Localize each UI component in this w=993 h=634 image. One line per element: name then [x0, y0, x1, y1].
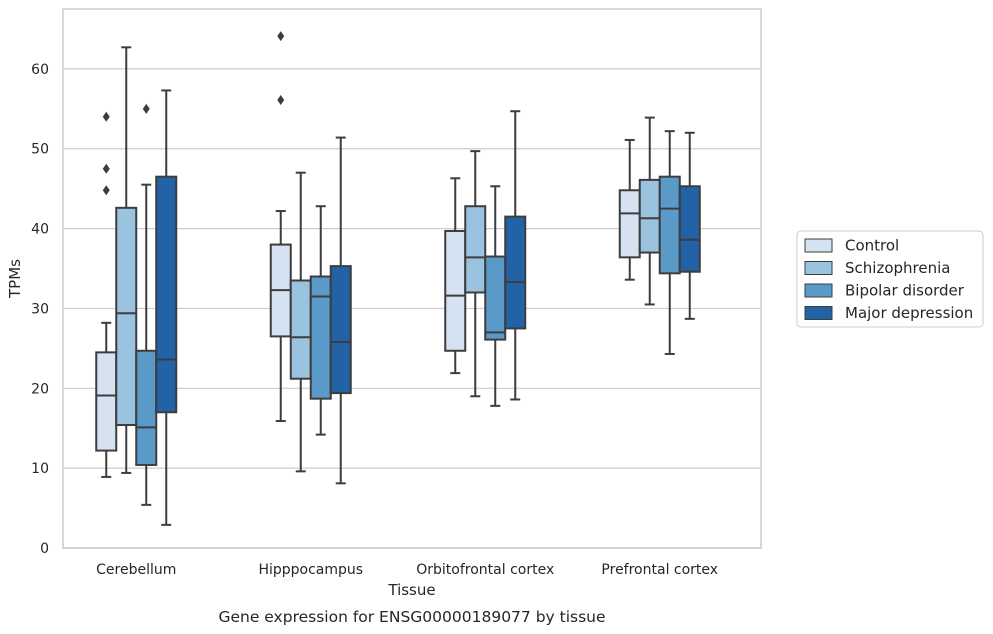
box-bipolar-disorder [135, 103, 158, 506]
box-control [618, 138, 641, 281]
y-tick-label: 60 [31, 62, 49, 78]
iqr-box [289, 279, 312, 380]
legend-swatch [804, 306, 833, 320]
box-control [444, 177, 467, 375]
box-schizophrenia [464, 150, 487, 398]
box-schizophrenia [115, 46, 138, 474]
box-major-depression [504, 110, 527, 401]
iqr-box [618, 189, 641, 259]
iqr-box [115, 206, 138, 427]
iqr-box [638, 178, 661, 254]
outlier-point [142, 103, 150, 114]
y-tick-label: 10 [31, 461, 49, 477]
iqr-box [464, 205, 487, 294]
iqr-box [329, 265, 352, 395]
legend-swatch [804, 238, 833, 253]
iqr-box [155, 175, 178, 414]
x-tick-label: Hipppocampus [258, 562, 363, 578]
box-bipolar-disorder [309, 205, 332, 436]
box-schizophrenia [638, 116, 661, 306]
outlier-point [277, 31, 285, 42]
outlier-point [102, 163, 110, 174]
box-control [269, 31, 292, 423]
y-axis-label: TPMs [6, 259, 24, 299]
legend-label: Major depression [845, 304, 973, 322]
y-tick-labels: 0 10 20 30 40 50 60 [31, 62, 49, 557]
outlier-point [102, 111, 110, 122]
legend-label: Bipolar disorder [845, 282, 965, 300]
box-control [95, 111, 118, 478]
legend-label: Control [845, 237, 899, 255]
iqr-box [678, 185, 701, 273]
box-major-depression [678, 131, 701, 320]
iqr-box [309, 275, 332, 400]
chart-caption: Gene expression for ENSG00000189077 by t… [218, 608, 605, 626]
iqr-box [135, 349, 158, 466]
legend-swatch [804, 261, 833, 275]
outlier-point [277, 95, 285, 106]
y-tick-label: 50 [31, 142, 49, 158]
legend-label: Schizophrenia [845, 259, 950, 277]
y-tick-label: 20 [31, 381, 49, 397]
box-major-depression [155, 89, 178, 526]
iqr-box [95, 351, 118, 452]
iqr-box [504, 215, 527, 330]
box-bipolar-disorder [658, 130, 681, 355]
x-tick-label: Orbitofrontal cortex [416, 562, 554, 578]
box-bipolar-disorder [484, 185, 507, 407]
x-axis-label: Tissue [387, 581, 435, 599]
box-schizophrenia [289, 171, 312, 473]
outlier-point [102, 185, 110, 196]
x-tick-label: Cerebellum [96, 562, 176, 578]
plot-frame [62, 8, 762, 549]
y-tick-label: 30 [31, 301, 49, 317]
x-tick-label: Prefrontal cortex [601, 562, 718, 578]
iqr-box [658, 175, 681, 275]
y-tick-label: 40 [31, 222, 49, 238]
legend-frame [796, 230, 984, 328]
x-tick-labels: Cerebellum Hipppocampus Orbitofrontal cort… [96, 562, 718, 578]
box-major-depression [329, 136, 352, 485]
legend: Control Schizophrenia Bipolar disorder Majo… [796, 230, 984, 328]
iqr-box [484, 255, 507, 341]
iqr-box [444, 229, 467, 352]
y-tick-label: 0 [40, 541, 49, 557]
boxes [95, 31, 701, 526]
legend-swatch [804, 283, 833, 298]
gridlines [63, 68, 761, 549]
